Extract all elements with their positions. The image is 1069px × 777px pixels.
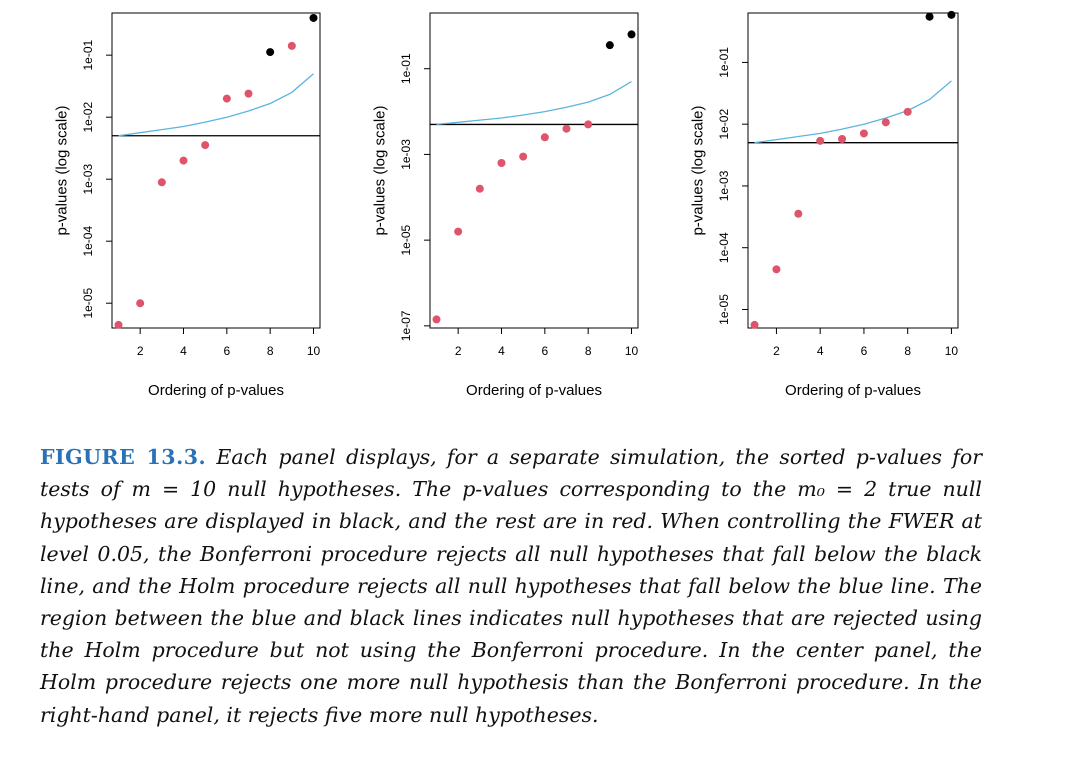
panel-2-false-null-point-4 bbox=[497, 159, 506, 167]
panel-2-false-null-point-8 bbox=[584, 120, 593, 129]
panel-1-false-null-point-4 bbox=[179, 156, 188, 165]
figure-caption: FIGURE 13.3. Each panel displays, for a … bbox=[40, 441, 982, 731]
panel-2-false-null-point-2 bbox=[454, 227, 463, 236]
panel-2-false-null-point-3 bbox=[475, 184, 484, 193]
panel-1-false-null-point-1 bbox=[114, 320, 123, 329]
panel-3-x-tick-label-6: 6 bbox=[861, 344, 868, 358]
figure-panels: 2 4 6 8 10 1e-05 1e-04 1e-03 1e-02 1e-01 Ordering … bbox=[54, 10, 959, 399]
panel-3-y-tick-label-2: 1e-03 bbox=[717, 170, 731, 201]
panel-1-frame bbox=[111, 12, 321, 329]
panel-1-x-tick-label-4: 4 bbox=[180, 344, 187, 358]
panel-2-frame bbox=[429, 12, 639, 329]
panel-2-x-tick-label-8: 8 bbox=[585, 344, 592, 358]
panel-1-false-null-point-2 bbox=[136, 299, 145, 308]
panel-2-y-tick-label-0: 1e-07 bbox=[399, 310, 413, 341]
panel-2-x-tick-label-2: 2 bbox=[455, 344, 462, 358]
panel-3-false-null-point-5 bbox=[838, 135, 847, 143]
panel-3-true-null-point-10 bbox=[947, 10, 956, 19]
panel-3-false-null-point-1 bbox=[750, 320, 759, 329]
panel-2-x-tick-label-10: 10 bbox=[625, 344, 639, 358]
panel-3-false-null-point-6 bbox=[859, 129, 868, 138]
panel-2-x-tick-label-6: 6 bbox=[541, 344, 548, 358]
panel-1-y-tick-label-0: 1e-05 bbox=[81, 288, 95, 319]
panel-1-y-tick-label-4: 1e-01 bbox=[81, 39, 95, 70]
panel-3-y-tick-label-1: 1e-04 bbox=[717, 232, 731, 263]
panel-2-false-null-point-5 bbox=[519, 152, 528, 161]
panel-1-false-null-point-6 bbox=[222, 94, 231, 103]
panel-2-x-axis-title: Ordering of p-values bbox=[466, 382, 602, 399]
panel-2-false-null-point-6 bbox=[540, 133, 549, 142]
panel-3-x-tick-label-2: 2 bbox=[773, 344, 780, 358]
panel-1-false-null-point-3 bbox=[157, 178, 166, 187]
panel-1-x-tick-label-2: 2 bbox=[137, 344, 144, 358]
panel-3-holm-line bbox=[754, 80, 952, 144]
panel-3-false-null-point-7 bbox=[881, 118, 890, 127]
figure-label: FIGURE 13.3. bbox=[40, 445, 207, 469]
panel-1-true-null-point-8 bbox=[266, 48, 275, 57]
panel-1-false-null-point-9 bbox=[287, 41, 296, 50]
panel-3-y-tick-label-0: 1e-05 bbox=[717, 294, 731, 325]
panel-2-holm-line bbox=[436, 81, 632, 126]
panel-3-x-tick-label-10: 10 bbox=[945, 344, 959, 358]
panel-3-x-axis-title: Ordering of p-values bbox=[785, 382, 921, 399]
panel-3-y-axis-title: p-values (log scale) bbox=[690, 105, 707, 235]
panel-3-true-null-point-9 bbox=[925, 12, 934, 21]
panel-2-y-tick-label-3: 1e-01 bbox=[399, 53, 413, 84]
panel-1-holm-line bbox=[118, 73, 314, 137]
panel-2-true-null-point-10 bbox=[627, 30, 636, 39]
panel-1-x-tick-label-6: 6 bbox=[223, 344, 230, 358]
panel-2-x-tick-label-4: 4 bbox=[498, 344, 505, 358]
panel-1-x-axis-title: Ordering of p-values bbox=[148, 382, 284, 399]
panel-1-y-tick-label-1: 1e-04 bbox=[81, 226, 95, 257]
panel-3: 2 4 6 8 10 1e-05 1e-04 1e-03 1e-02 1e-01 Ordering … bbox=[690, 10, 959, 399]
panel-3-x-tick-label-4: 4 bbox=[817, 344, 824, 358]
panel-1-y-tick-label-2: 1e-03 bbox=[81, 164, 95, 195]
panel-3-false-null-point-3 bbox=[794, 209, 803, 218]
panel-3-frame bbox=[747, 12, 959, 329]
panel-1-true-null-point-10 bbox=[309, 13, 318, 22]
panel-1-y-tick-label-3: 1e-02 bbox=[81, 102, 95, 133]
panel-1-false-null-point-7 bbox=[244, 89, 253, 98]
panel-2-y-tick-label-1: 1e-05 bbox=[399, 224, 413, 255]
panel-3-y-tick-label-3: 1e-02 bbox=[717, 109, 731, 140]
panel-1-y-axis-title: p-values (log scale) bbox=[54, 105, 71, 235]
panel-3-false-null-point-2 bbox=[772, 265, 781, 274]
panel-1-false-null-point-5 bbox=[201, 141, 210, 150]
panel-1-x-tick-label-10: 10 bbox=[307, 344, 321, 358]
panel-2: 2 4 6 8 10 1e-07 1e-05 1e-03 1e-01 Ordering of p-… bbox=[372, 12, 639, 399]
panel-2-y-tick-label-2: 1e-03 bbox=[399, 139, 413, 170]
panel-3-y-tick-label-4: 1e-01 bbox=[717, 47, 731, 78]
panel-2-false-null-point-1 bbox=[432, 315, 441, 324]
panel-3-false-null-point-8 bbox=[903, 107, 912, 116]
panel-2-false-null-point-7 bbox=[562, 124, 571, 133]
figure-caption-text: Each panel displays, for a separate simu… bbox=[40, 445, 982, 727]
scatter-plots-svg: 2 4 6 8 10 1e-05 1e-04 1e-03 1e-02 1e-01 Ordering … bbox=[54, 10, 959, 399]
panel-3-x-tick-label-8: 8 bbox=[904, 344, 911, 358]
panel-1-x-tick-label-8: 8 bbox=[267, 344, 274, 358]
panel-1: 2 4 6 8 10 1e-05 1e-04 1e-03 1e-02 1e-01 Ordering … bbox=[54, 12, 321, 399]
panel-2-true-null-point-9 bbox=[605, 41, 614, 50]
panel-2-y-axis-title: p-values (log scale) bbox=[372, 105, 389, 235]
panel-3-false-null-point-4 bbox=[816, 136, 825, 145]
